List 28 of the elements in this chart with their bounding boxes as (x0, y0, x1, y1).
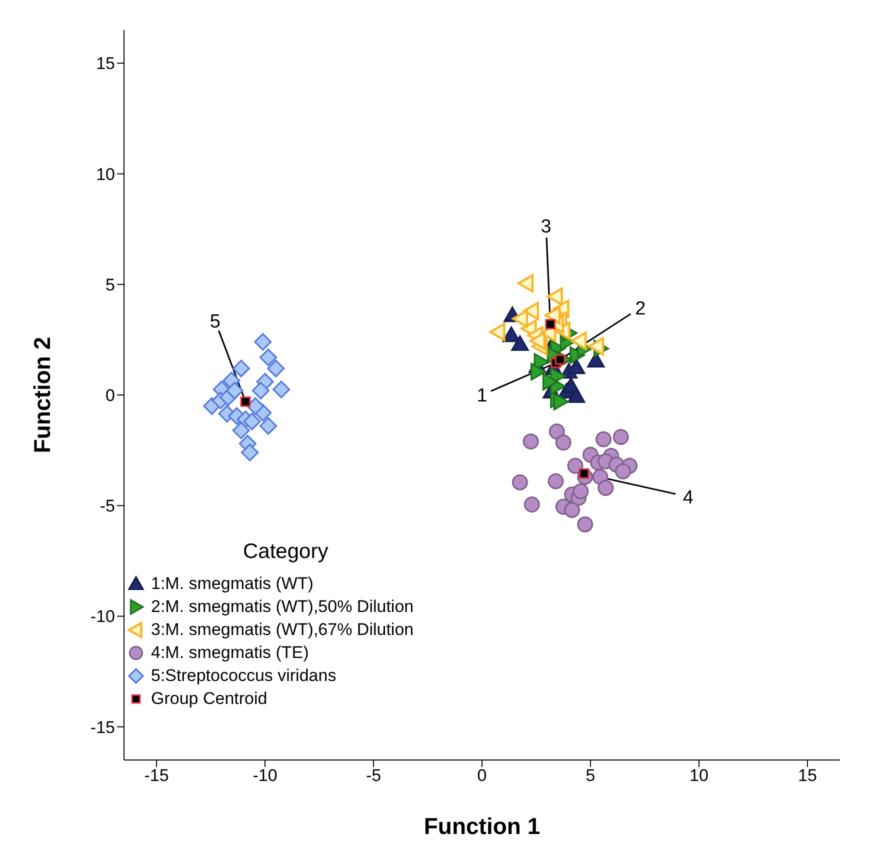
legend-label: 4:M. smegmatis (TE) (151, 642, 309, 662)
x-tick-label: 15 (798, 766, 817, 786)
y-tick-label: 5 (106, 275, 115, 294)
y-tick-label: -15 (90, 718, 115, 737)
y-tick-label: 10 (96, 164, 115, 184)
x-tick-label: -15 (144, 766, 169, 786)
legend-label: Group Centroid (151, 688, 268, 708)
legend-title: Category (243, 540, 330, 564)
x-tick-label: 0 (477, 766, 487, 786)
y-axis-title: Function 2 (29, 336, 56, 454)
x-tick-label: 5 (586, 766, 596, 786)
y-tick-label: -5 (100, 496, 115, 516)
y-tick-label: 0 (106, 386, 115, 406)
y-tick-label: 15 (96, 54, 115, 74)
x-tick-label: 10 (690, 766, 708, 786)
x-tick-label: -5 (366, 766, 382, 786)
x-tick-label: -10 (252, 766, 278, 786)
legend-label: 5:Streptococcus viridans (151, 666, 336, 686)
annotation: 1 (476, 386, 488, 407)
annotation: 3 (540, 216, 552, 238)
legend-label: 1:M. smegmatis (WT) (151, 574, 314, 594)
annotation: 4 (682, 488, 694, 509)
y-tick-label: -10 (90, 607, 115, 626)
legend-label: 2:M. smegmatis (WT),50% Dilution (151, 596, 414, 616)
annotation: 5 (210, 312, 220, 333)
legend-label: 3:M. smegmatis (WT),67% Dilution (151, 620, 414, 640)
x-axis-title: Function 1 (424, 813, 540, 839)
annotation: 2 (635, 298, 646, 320)
